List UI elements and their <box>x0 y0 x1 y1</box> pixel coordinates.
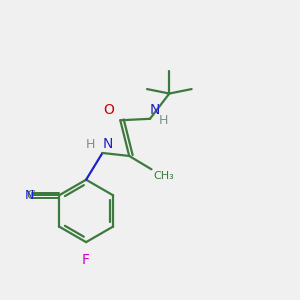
Text: O: O <box>103 103 114 117</box>
Text: H: H <box>85 139 95 152</box>
Text: N: N <box>25 189 34 202</box>
Text: F: F <box>82 253 90 266</box>
Text: CH₃: CH₃ <box>153 171 174 181</box>
Text: N: N <box>150 103 160 117</box>
Text: N: N <box>102 137 113 152</box>
Text: C: C <box>26 189 35 202</box>
Text: H: H <box>158 114 168 127</box>
